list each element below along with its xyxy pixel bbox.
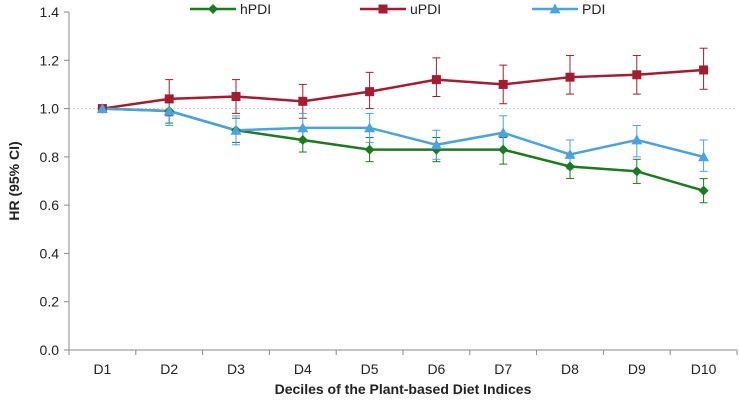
axes xyxy=(64,11,738,355)
x-tick-label: D4 xyxy=(294,361,312,377)
y-tick-label: 1.2 xyxy=(40,52,60,68)
updi-legend-label: uPDI xyxy=(410,1,441,17)
y-tick-label: 0.8 xyxy=(40,149,60,165)
x-tick-label: D9 xyxy=(628,361,646,377)
updi-point xyxy=(231,92,241,101)
y-tick-labels: 0.0 0.2 0.4 0.6 0.8 1.0 1.2 1.4 xyxy=(40,4,60,358)
pdi-point xyxy=(698,151,710,162)
x-tick-label: D1 xyxy=(93,361,111,377)
pdi-point xyxy=(297,122,309,133)
updi-point xyxy=(164,94,174,104)
pdi-point xyxy=(96,103,108,113)
y-tick-label: 0.0 xyxy=(40,342,60,358)
pdi-point xyxy=(163,105,175,116)
hpdi-legend-marker xyxy=(208,4,218,14)
x-tick-label: D7 xyxy=(494,361,512,377)
legend: hPDI uPDI PDI xyxy=(190,1,605,17)
updi-point xyxy=(632,70,642,80)
updi-point xyxy=(365,87,375,97)
pdi-point xyxy=(230,124,242,135)
error-bars xyxy=(165,47,708,204)
y-tick-label: 0.4 xyxy=(40,245,60,261)
updi-point xyxy=(699,65,709,75)
pdi-point xyxy=(564,148,576,159)
hpdi-point xyxy=(297,134,308,145)
y-tick-label: 0.2 xyxy=(40,294,60,310)
y-tick-label: 1.0 xyxy=(40,101,60,117)
updi-point xyxy=(565,72,575,82)
x-axis-title: Deciles of the Plant-based Diet Indices xyxy=(275,381,532,397)
pdi-legend-label: PDI xyxy=(582,1,605,17)
pdi-point xyxy=(364,122,376,133)
x-tick-label: D10 xyxy=(691,361,717,377)
updi-legend-marker xyxy=(378,4,388,14)
series-markers xyxy=(96,65,710,196)
x-tick-label: D5 xyxy=(361,361,379,377)
hpdi-point xyxy=(498,144,509,155)
pdi-point xyxy=(497,127,509,138)
hpdi-legend-label: hPDI xyxy=(240,1,271,17)
updi-point xyxy=(498,79,508,89)
x-tick-label: D2 xyxy=(160,361,178,377)
hpdi-point xyxy=(631,166,642,177)
pdi-point xyxy=(631,134,643,145)
x-tick-label: D8 xyxy=(561,361,579,377)
hpdi-point xyxy=(364,144,375,155)
x-tick-label: D6 xyxy=(427,361,445,377)
pdi-point xyxy=(430,139,442,150)
series-lines xyxy=(102,68,704,192)
pdi-legend-marker xyxy=(549,3,561,14)
updi-point xyxy=(431,75,441,85)
y-tick-label: 0.6 xyxy=(40,197,60,213)
pdi-line xyxy=(102,107,704,159)
hpdi-line xyxy=(102,107,704,192)
updi-point xyxy=(298,96,308,106)
hpdi-point xyxy=(698,185,709,196)
y-axis-title: HR (95% CI) xyxy=(6,141,22,220)
updi-line xyxy=(102,68,704,110)
y-tick-label: 1.4 xyxy=(40,4,60,20)
hpdi-point xyxy=(565,161,575,172)
x-tick-labels: D1 D2 D3 D4 D5 D6 D7 D8 D9 D10 xyxy=(93,361,716,377)
x-tick-label: D3 xyxy=(227,361,245,377)
